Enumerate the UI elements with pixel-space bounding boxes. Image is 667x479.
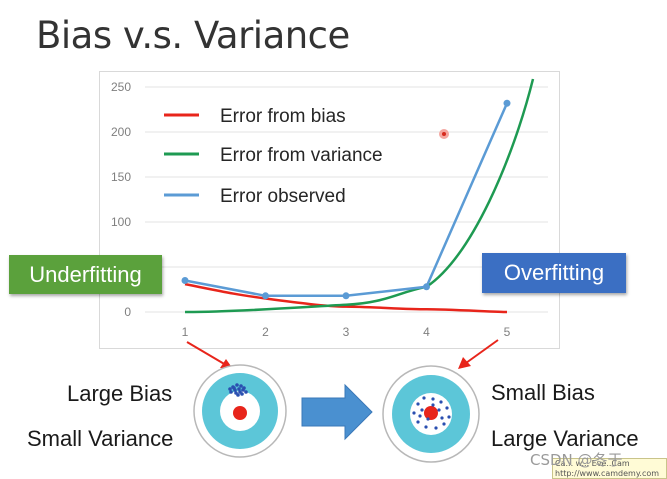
csdn-watermark: CSDN @冬于 (530, 451, 623, 469)
slide-title: Bias v.s. Variance (36, 14, 350, 57)
shot-dot (412, 411, 416, 415)
shot-dot (242, 386, 246, 390)
shot-dot (418, 414, 422, 418)
shot-dot (240, 392, 244, 396)
shot-dot (447, 415, 451, 419)
overfitting-badge: Overfitting (482, 253, 626, 293)
arrow-underfit-line (186, 341, 227, 366)
series-line-variance (184, 78, 535, 314)
shot-dot (445, 406, 449, 410)
y-tick-label: 0 (124, 305, 131, 319)
y-tick-label: 150 (111, 170, 131, 184)
x-tick-label: 4 (423, 325, 430, 339)
series-layer (181, 78, 535, 314)
shot-dot (426, 417, 430, 421)
arrow-overfit-head (458, 357, 471, 369)
shot-dot (416, 402, 420, 406)
arrow-overfit-line (465, 339, 499, 364)
legend-label: Error observed (220, 186, 346, 207)
legend-label: Error from bias (220, 106, 346, 127)
shot-dot (239, 384, 243, 388)
shot-dot (431, 397, 435, 401)
y-tick-label: 100 (111, 215, 131, 229)
shot-dot (420, 408, 424, 412)
label-large-variance: Large Variance (491, 426, 639, 451)
shot-dot (244, 390, 248, 394)
shot-dot (232, 386, 236, 390)
x-tick-label: 3 (343, 325, 350, 339)
target-left-icon (193, 364, 287, 458)
underfitting-badge: Underfitting (9, 255, 162, 294)
observed-point (181, 277, 189, 284)
right-arrow-icon (301, 383, 373, 441)
label-large-bias: Large Bias (67, 381, 173, 406)
label-small-bias: Small Bias (491, 380, 595, 405)
grid-layer (145, 86, 548, 313)
shot-dot (437, 408, 441, 412)
legend-label: Error from variance (220, 145, 383, 166)
y-tick-label: 200 (111, 125, 131, 139)
observed-point (262, 292, 269, 300)
x-tick-labels: 1 2 3 4 5 (182, 325, 511, 339)
chart-frame (99, 71, 560, 349)
label-small-variance: Small Variance (27, 426, 174, 451)
shot-dot (424, 425, 428, 429)
observed-point (503, 99, 511, 107)
shot-dot (439, 400, 443, 404)
legend: Error from bias Error from variance Error … (164, 106, 383, 207)
shot-dot (416, 420, 420, 424)
cursor-dot (442, 132, 446, 136)
observed-point (342, 292, 350, 300)
y-tick-label: 250 (111, 80, 131, 94)
shot-dot (422, 396, 426, 400)
series-line-bias (184, 282, 508, 314)
shot-dot (431, 403, 435, 407)
x-tick-label: 5 (504, 325, 511, 339)
shot-dot (434, 426, 438, 430)
shot-dot (440, 416, 444, 420)
target-right-icon (382, 365, 480, 463)
shot-dot (442, 422, 446, 426)
shot-dot (235, 383, 239, 387)
observed-point (423, 283, 430, 291)
x-tick-label: 2 (262, 325, 269, 339)
x-tick-label: 1 (182, 325, 189, 339)
shot-dot (228, 387, 232, 391)
shot-dot (237, 387, 241, 391)
shot-dot (229, 390, 233, 394)
shot-dot (236, 393, 240, 397)
